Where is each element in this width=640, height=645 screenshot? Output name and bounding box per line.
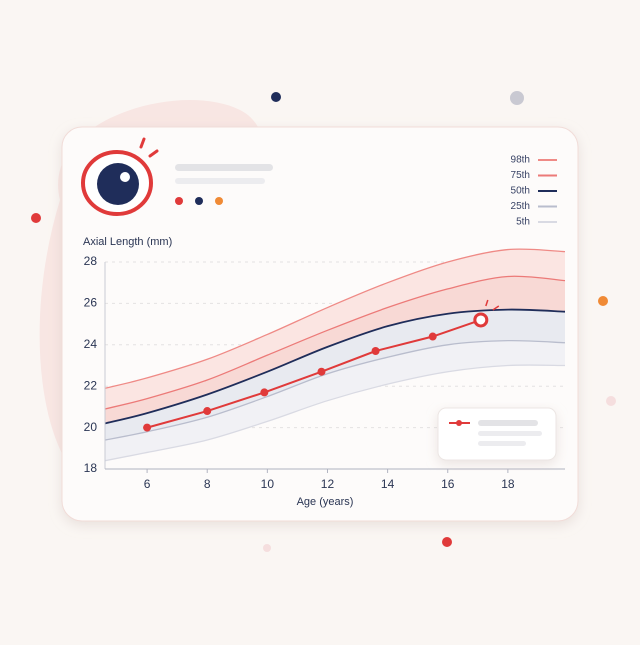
x-tick-label: 6 — [144, 477, 151, 491]
deco-dot — [271, 92, 281, 102]
legend-label: 5th — [516, 217, 530, 228]
y-tick-label: 20 — [84, 420, 98, 434]
x-tick-label: 18 — [501, 477, 515, 491]
deco-dot — [263, 544, 271, 552]
y-tick-label: 18 — [84, 461, 98, 475]
deco-dot — [510, 91, 524, 105]
measurement-point — [143, 423, 152, 432]
highlight-ray — [492, 305, 500, 311]
highlight-ray — [485, 299, 489, 307]
measurement-point — [428, 332, 437, 341]
percentile-line — [105, 364, 565, 462]
deco-dot — [598, 296, 608, 306]
y-tick-label: 26 — [84, 296, 98, 310]
y-axis-title: Axial Length (mm) — [83, 236, 172, 248]
legend-label: 25th — [511, 201, 530, 212]
legend-label: 75th — [511, 170, 530, 181]
percentile-line — [105, 248, 565, 389]
deco-dot — [215, 197, 223, 205]
deco-dot — [175, 197, 183, 205]
y-tick-label: 28 — [84, 254, 98, 268]
latest-measurement — [473, 312, 489, 328]
deco-dot — [606, 396, 616, 406]
measurement-point — [203, 407, 212, 416]
mini-legend-card — [437, 407, 557, 461]
deco-dot — [195, 197, 203, 205]
eye-icon — [81, 137, 159, 216]
placeholder-bar — [175, 178, 265, 184]
legend: 98th 75th 50th 25th 5th — [511, 155, 557, 228]
percentile-band — [105, 249, 565, 409]
measurement-point — [371, 347, 380, 356]
plot: 18 20 22 24 26 28 6 8 10 12 14 16 18 — [84, 248, 565, 491]
deco-dot — [442, 537, 452, 547]
measurement-point — [317, 367, 326, 376]
percentile-line — [105, 308, 565, 425]
x-tick-label: 12 — [321, 477, 335, 491]
deco-dot — [31, 213, 41, 223]
x-tick-label: 16 — [441, 477, 455, 491]
x-tick-label: 8 — [204, 477, 211, 491]
percentile-line — [105, 275, 565, 410]
x-tick-label: 14 — [381, 477, 395, 491]
percentile-band — [105, 340, 565, 461]
measurement-point — [260, 388, 269, 397]
legend-label: 98th — [511, 155, 530, 166]
legend-label: 50th — [511, 186, 530, 197]
x-tick-label: 10 — [261, 477, 275, 491]
y-tick-label: 24 — [84, 337, 98, 351]
placeholder-bar — [175, 164, 273, 171]
x-axis-title: Age (years) — [297, 496, 354, 508]
percentile-line — [105, 339, 565, 441]
y-tick-label: 22 — [84, 378, 98, 392]
